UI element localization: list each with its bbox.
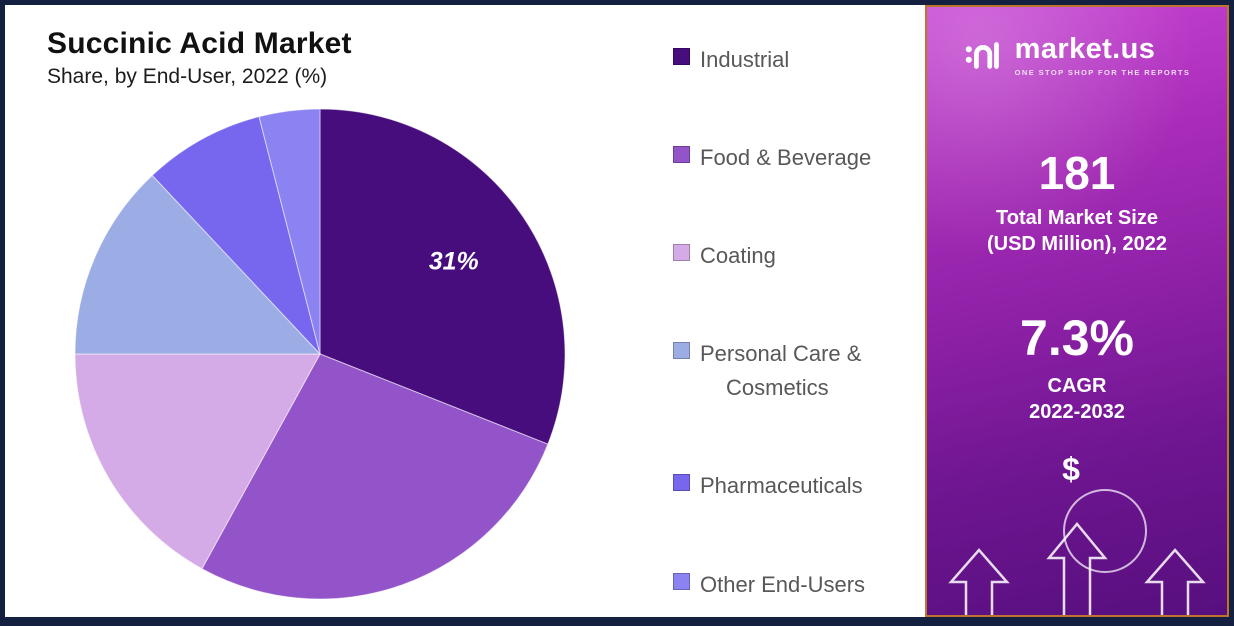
chart-section: Succinic Acid Market Share, by End-User,… [5,5,673,617]
market-size-stat: 181 Total Market Size (USD Million), 202… [927,149,1227,257]
pie-chart: 31% [74,108,566,600]
legend-item-coating: Coating [673,239,919,273]
money-decor: $ [927,451,1227,574]
legend-label-industrial: Industrial [700,47,790,72]
cagr-label-line1: CAGR [1047,375,1107,398]
cagr-label-line2: 2022-2032 [1029,401,1125,424]
legend-item-industrial: Industrial [673,43,919,77]
brand-text: market.us ONE STOP SHOP FOR THE REPORTS [1014,33,1191,78]
up-arrows-icon [948,522,1206,615]
legend-swatch-food-beverage [673,146,690,164]
legend-label-coating: Coating [700,243,776,269]
legend-swatch-pharmaceuticals [673,474,690,492]
legend-item-food-beverage: Food & Beverage [673,141,919,175]
circle-decor-icon [1063,489,1147,574]
legend-label-personal-care: Personal Care & Cosmetics [700,341,862,401]
cagr-stat: 7.3% CAGR 2022-2032 [927,313,1227,425]
sidebar-panel: market.us ONE STOP SHOP FOR THE REPORTS … [925,5,1229,617]
brand: market.us ONE STOP SHOP FOR THE REPORTS [927,35,1227,77]
cagr-value: 7.3% [1020,310,1134,367]
market-size-value: 181 [1038,147,1116,199]
brand-tagline: ONE STOP SHOP FOR THE REPORTS [1014,68,1191,77]
legend-swatch-personal-care [673,342,690,360]
legend-swatch-industrial [673,48,690,65]
brand-name: market.us [1014,33,1156,65]
legend-label-other-end-users: Other End-Users [700,571,866,597]
chart-header: Succinic Acid Market Share, by End-User,… [5,5,673,89]
legend-item-personal-care: Personal Care & Cosmetics [673,337,919,405]
legend-label-pharmaceuticals: Pharmaceuticals [700,473,863,499]
legend-item-pharmaceuticals: Pharmaceuticals [673,469,919,503]
legend-item-other-end-users: Other End-Users [673,568,919,602]
dollar-icon: $ [1062,451,1080,488]
market-size-label: Total Market Size (USD Million), 2022 [927,205,1227,257]
chart-legend: Industrial Food & Beverage Coating Perso… [673,5,925,617]
legend-swatch-coating [673,244,690,262]
chart-subtitle: Share, by End-User, 2022 (%) [47,65,328,88]
market-size-label-line2: (USD Million), 2022 [986,233,1168,256]
cagr-label: CAGR 2022-2032 [927,373,1227,425]
chart-title: Succinic Acid Market [47,27,352,60]
brand-logo-icon [965,42,999,69]
legend-swatch-other-end-users [673,572,690,590]
legend-label-food-beverage: Food & Beverage [700,145,872,171]
svg-text:31%: 31% [429,248,479,276]
market-size-label-line1: Total Market Size [996,207,1158,230]
